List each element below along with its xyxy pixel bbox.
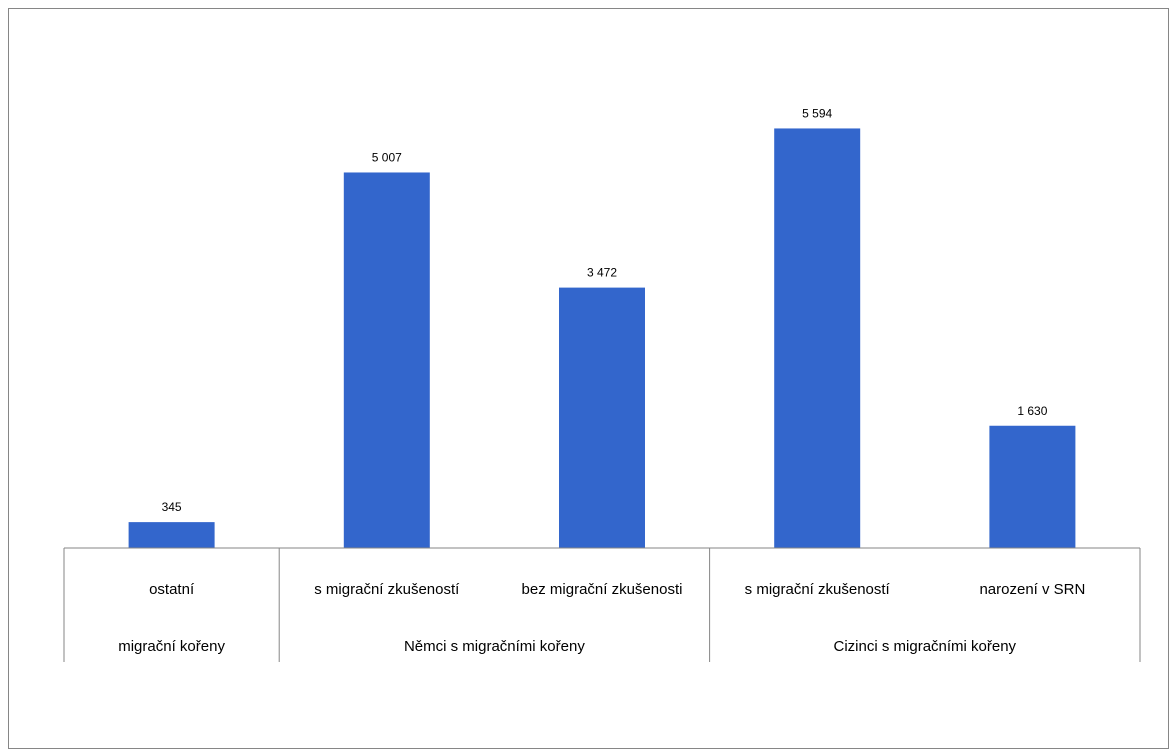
bar-4 bbox=[774, 128, 861, 548]
data-labels-group: 345 5 007 3 472 5 594 1 630 bbox=[162, 106, 1048, 514]
bar-5 bbox=[989, 425, 1076, 548]
category-labels-group: ostatní s migrační zkušeností bez migrační… bbox=[149, 581, 1085, 598]
data-label-5: 1 630 bbox=[1017, 404, 1047, 418]
category-label-2: s migrační zkušeností bbox=[314, 581, 460, 598]
category-label-1: ostatní bbox=[149, 581, 195, 598]
category-label-5: narození v SRN bbox=[979, 581, 1085, 598]
data-label-3: 3 472 bbox=[587, 266, 617, 280]
category-label-4: s migrační zkušeností bbox=[745, 581, 891, 598]
bar-2 bbox=[343, 172, 430, 548]
bars-group bbox=[128, 128, 1076, 548]
bar-3 bbox=[559, 287, 645, 548]
data-label-2: 5 007 bbox=[372, 150, 402, 164]
group-label-1: migrační kořeny bbox=[118, 638, 225, 655]
group-label-3: Cizinci s migračními kořeny bbox=[834, 638, 1017, 655]
group-label-2: Němci s migračními kořeny bbox=[404, 638, 585, 655]
data-label-4: 5 594 bbox=[802, 106, 832, 120]
bar-1 bbox=[128, 522, 215, 548]
group-labels-group: migrační kořeny Němci s migračními kořeny… bbox=[118, 638, 1016, 655]
category-axis bbox=[63, 547, 1141, 662]
category-label-3: bez migrační zkušenosti bbox=[522, 581, 683, 598]
data-label-1: 345 bbox=[162, 500, 182, 514]
